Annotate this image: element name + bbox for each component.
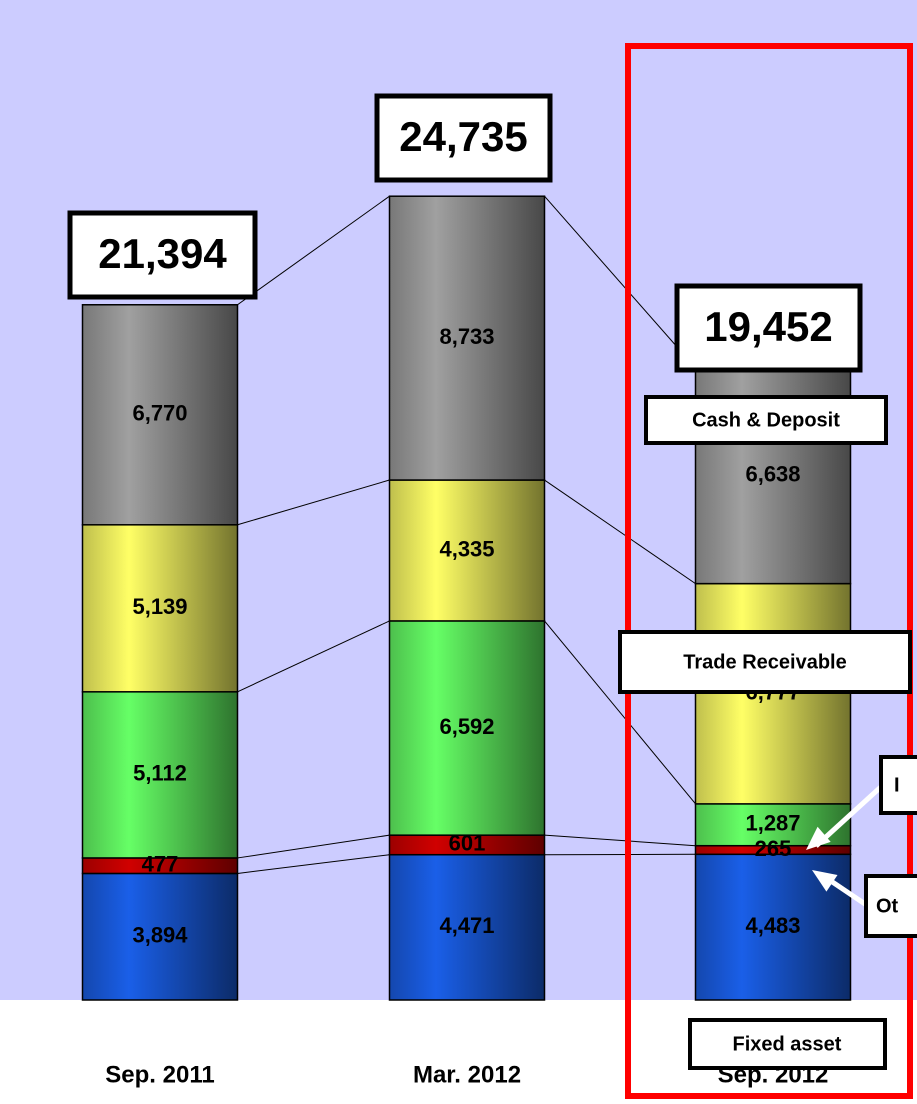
connector xyxy=(237,195,390,306)
total-label: 24,735 xyxy=(399,113,527,160)
total-label: 19,452 xyxy=(704,303,832,350)
bar-segment xyxy=(388,479,546,622)
bar-segment xyxy=(81,691,239,859)
legend-label: Ot xyxy=(876,895,899,917)
connector xyxy=(544,479,696,585)
callout-arrow xyxy=(814,783,885,848)
x-tick-label: Mar. 2012 xyxy=(413,1061,521,1088)
segment-label: 265 xyxy=(755,836,792,861)
segment-label: 477 xyxy=(142,852,179,877)
segment-label: 4,471 xyxy=(439,913,494,938)
callout-box xyxy=(644,395,888,445)
legend-label: Trade Receivable xyxy=(683,651,846,673)
bar-segment xyxy=(81,524,239,693)
segment-label: 5,139 xyxy=(132,594,187,619)
segment-label: 6,592 xyxy=(439,714,494,739)
bar-segment xyxy=(81,872,239,1001)
segment-label: 8,733 xyxy=(439,324,494,349)
segment-label: 1,287 xyxy=(745,811,800,836)
total-box xyxy=(374,93,553,183)
total-box xyxy=(674,283,863,373)
segment-label: 601 xyxy=(449,831,486,856)
callout-box xyxy=(864,874,917,938)
total-label: 21,394 xyxy=(98,230,227,277)
legend-label: I xyxy=(894,774,900,796)
callout-box xyxy=(618,630,912,694)
segment-label: 3,894 xyxy=(132,923,188,948)
segment-label: 5,112 xyxy=(133,761,187,786)
highlight-frame xyxy=(625,43,913,1099)
segment-label: 4,483 xyxy=(745,913,800,938)
connector xyxy=(544,195,696,369)
bar-segment xyxy=(388,195,546,481)
callout-box xyxy=(688,1018,887,1070)
callout-arrowhead xyxy=(806,826,831,850)
connector xyxy=(544,620,696,805)
connector xyxy=(237,854,390,874)
segment-label: 4,335 xyxy=(439,536,494,561)
callout-box xyxy=(879,755,917,815)
segment-label: 6,770 xyxy=(132,401,187,426)
connector xyxy=(544,834,696,847)
bar-segment xyxy=(81,304,239,526)
connector xyxy=(237,834,390,859)
legend-label: Fixed asset xyxy=(733,1033,842,1055)
legend-label: Cash & Deposit xyxy=(692,409,840,431)
bar-segment xyxy=(388,853,546,1001)
segment-label: 6,638 xyxy=(745,462,800,487)
total-box xyxy=(67,210,258,300)
x-tick-label: Sep. 2011 xyxy=(105,1061,214,1088)
connector xyxy=(237,620,390,693)
connector xyxy=(237,479,390,526)
bar-segment xyxy=(388,620,546,836)
callout-arrowhead xyxy=(812,870,838,892)
